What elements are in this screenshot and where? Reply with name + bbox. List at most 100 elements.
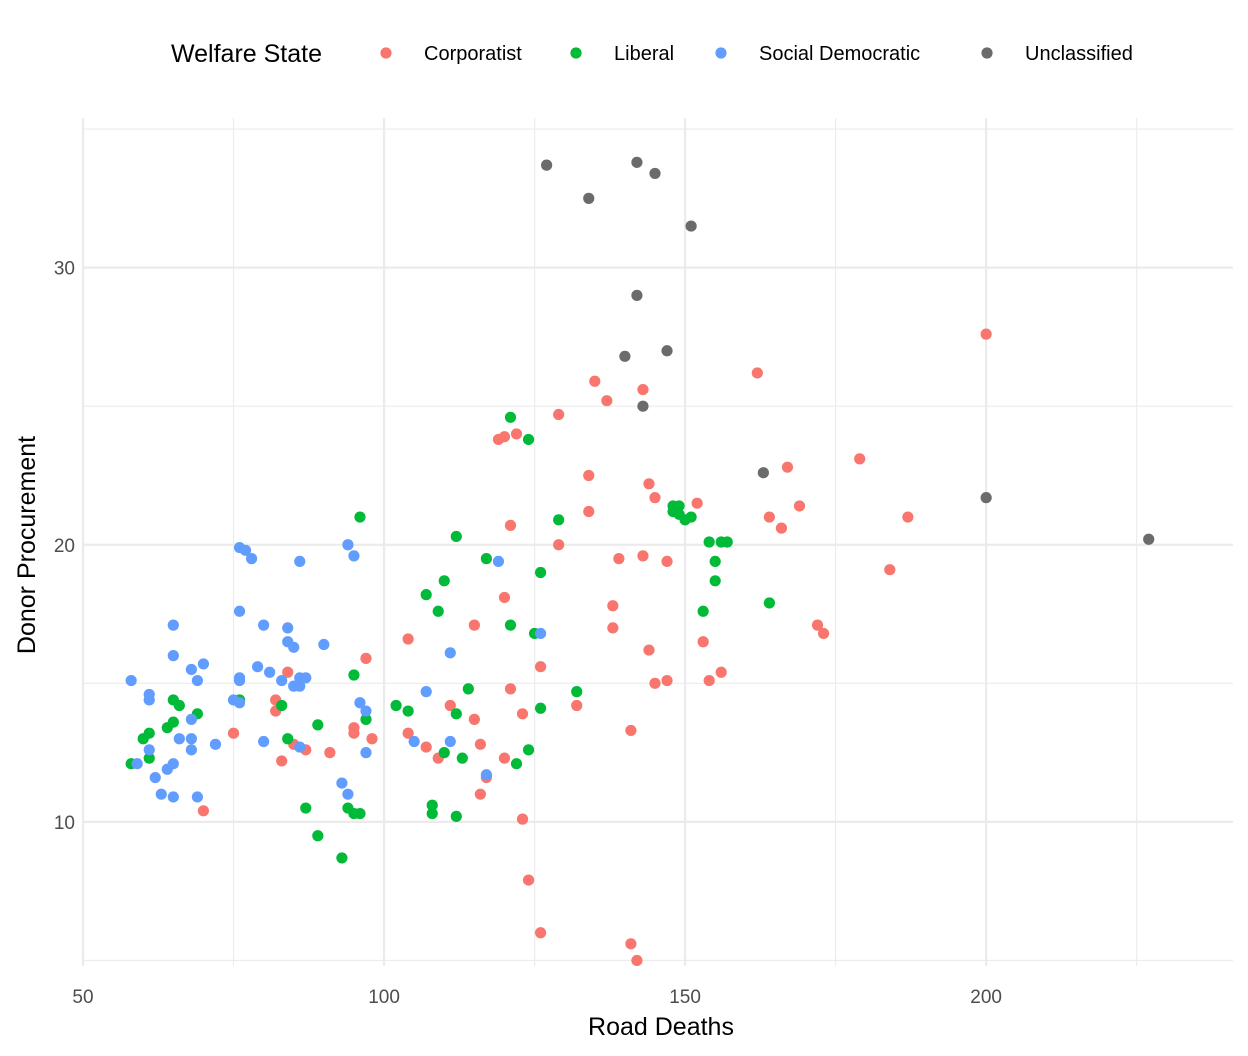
- data-point: [703, 674, 715, 687]
- data-point: [348, 727, 360, 739]
- data-point: [258, 619, 270, 631]
- data-point: [360, 747, 372, 759]
- data-point: [173, 699, 185, 712]
- data-point: [643, 478, 655, 490]
- data-point: [276, 674, 288, 687]
- data-point: [348, 550, 360, 562]
- data-point: [444, 647, 456, 659]
- data-point: [173, 733, 185, 745]
- data-point: [342, 788, 354, 800]
- data-point: [697, 636, 709, 648]
- data-point: [781, 461, 794, 473]
- data-point: [324, 747, 336, 759]
- data-point: [980, 328, 992, 340]
- data-point: [456, 752, 468, 764]
- data-point: [534, 661, 547, 673]
- data-point: [426, 799, 438, 811]
- data-point: [474, 788, 486, 800]
- data-point: [1143, 533, 1155, 545]
- data-point: [601, 395, 613, 407]
- data-point: [155, 788, 167, 800]
- data-point: [197, 658, 210, 670]
- data-point: [336, 852, 348, 864]
- data-point: [498, 591, 511, 604]
- data-point: [185, 663, 197, 676]
- data-point: [625, 938, 637, 950]
- data-point: [793, 500, 806, 512]
- data-point: [757, 467, 769, 479]
- data-point: [480, 553, 493, 565]
- data-point: [685, 220, 697, 232]
- data-point: [131, 758, 143, 770]
- data-point: [980, 492, 992, 504]
- data-point: [583, 469, 595, 482]
- data-point: [553, 408, 565, 421]
- data-point: [631, 156, 643, 168]
- data-point: [294, 680, 306, 692]
- data-point: [468, 713, 480, 725]
- data-point: [504, 519, 517, 531]
- data-point: [282, 666, 294, 678]
- data-point: [721, 536, 733, 548]
- plot-grid: [81, 118, 1233, 966]
- data-point: [583, 505, 595, 518]
- data-point: [763, 511, 775, 523]
- data-point: [589, 375, 601, 387]
- data-point: [661, 674, 673, 687]
- legend-item: Liberal: [570, 43, 674, 65]
- data-point: [468, 619, 480, 631]
- data-point: [233, 605, 246, 617]
- data-point: [167, 650, 179, 662]
- data-point: [450, 810, 462, 822]
- data-point: [516, 708, 529, 720]
- legend-label: Liberal: [614, 43, 674, 65]
- data-point: [510, 758, 523, 770]
- legend-key: [380, 47, 392, 59]
- data-point: [817, 627, 830, 640]
- legend-label: Corporatist: [424, 43, 522, 65]
- data-point: [498, 752, 511, 764]
- data-point: [408, 735, 420, 748]
- data-point: [402, 705, 414, 717]
- data-point: [541, 159, 553, 171]
- data-point: [607, 600, 619, 612]
- data-point: [504, 683, 517, 695]
- data-point: [276, 755, 288, 767]
- data-point: [420, 589, 432, 601]
- data-point: [504, 411, 517, 423]
- data-point: [534, 627, 547, 640]
- data-point: [239, 544, 252, 556]
- y-tick-label: 30: [54, 259, 75, 280]
- data-point: [504, 619, 517, 631]
- x-tick-label: 200: [970, 987, 1002, 1008]
- data-point: [571, 686, 583, 698]
- legend-label: Unclassified: [1025, 43, 1133, 65]
- x-axis-ticks: 50 100 150 200: [72, 987, 1002, 1008]
- data-point: [294, 555, 306, 567]
- data-point: [125, 674, 137, 687]
- legend-label: Social Democratic: [759, 43, 920, 65]
- data-point: [354, 807, 366, 820]
- series-social-democratic: [125, 539, 547, 803]
- data-point: [751, 367, 763, 379]
- data-point: [318, 638, 330, 651]
- data-point: [143, 744, 155, 756]
- data-point: [884, 564, 896, 576]
- legend-key: [570, 47, 582, 59]
- data-point: [649, 167, 661, 180]
- data-point: [450, 708, 462, 720]
- data-point: [637, 550, 649, 562]
- data-point: [366, 733, 378, 745]
- data-point: [625, 724, 637, 737]
- legend-title: Welfare State: [171, 40, 322, 68]
- data-point: [209, 738, 222, 750]
- data-point: [300, 802, 312, 814]
- data-point: [191, 674, 203, 687]
- legend-item: Social Democratic: [715, 43, 920, 65]
- data-point: [643, 644, 655, 656]
- data-point: [294, 741, 306, 753]
- data-point: [607, 622, 619, 634]
- data-point: [342, 539, 354, 551]
- data-point: [637, 400, 649, 412]
